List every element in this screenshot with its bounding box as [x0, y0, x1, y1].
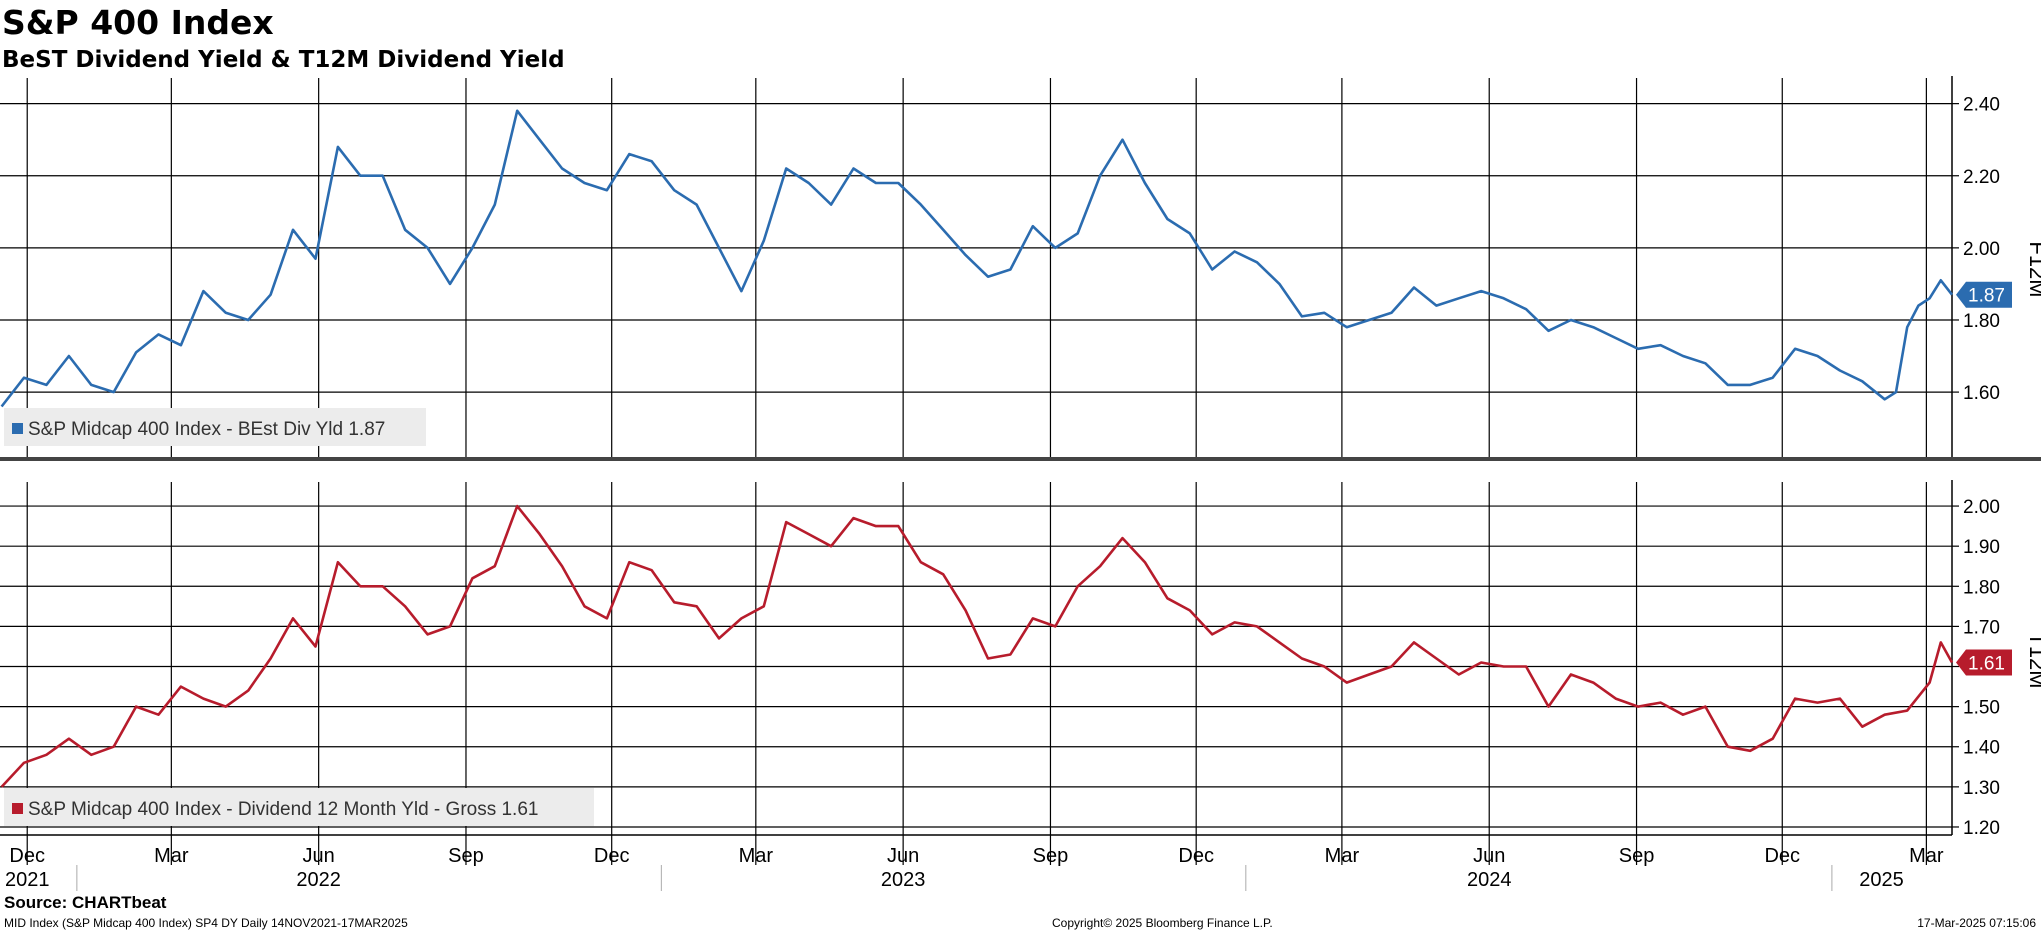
y-tick-label: 1.80: [1963, 311, 2000, 332]
right-axis-name: F12M: [2025, 241, 2041, 297]
x-month-label: Jun: [303, 845, 335, 867]
footer-index-info: MID Index (S&P Midcap 400 Index) SP4 DY …: [4, 916, 408, 930]
x-month-label: Dec: [9, 845, 45, 867]
legend-label: S&P Midcap 400 Index - BEst Div Yld 1.87: [28, 419, 385, 440]
last-value-label: 1.87: [1968, 286, 2005, 307]
x-month-label: Sep: [1033, 845, 1069, 867]
last-value-badge: [1956, 281, 2012, 308]
source-note: Source: CHARTbeat: [4, 893, 167, 912]
legend-swatch: [12, 423, 23, 434]
x-year-label: 2025: [1859, 869, 1904, 891]
chart-subtitle: BeST Dividend Yield & T12M Dividend Yiel…: [2, 47, 565, 73]
legend-label: S&P Midcap 400 Index - Dividend 12 Month…: [28, 799, 538, 820]
y-tick-label: 1.20: [1963, 818, 2000, 839]
right-axis-name: T12M: [2025, 632, 2041, 688]
y-tick-label: 2.00: [1963, 239, 2000, 260]
x-month-label: Mar: [154, 845, 189, 867]
last-value-label: 1.61: [1968, 654, 2005, 675]
y-tick-label: 1.60: [1963, 383, 2000, 404]
x-month-label: Dec: [594, 845, 630, 867]
x-month-label: Dec: [1764, 845, 1800, 867]
x-month-label: Sep: [1619, 845, 1655, 867]
x-year-label: 2024: [1467, 869, 1512, 891]
legend-box: [4, 788, 594, 826]
y-tick-label: 1.90: [1963, 537, 2000, 558]
footer-timestamp: 17-Mar-2025 07:15:06: [1917, 916, 2036, 930]
x-month-label: Dec: [1178, 845, 1214, 867]
best-div-yield-panel: 1.60 1.80 2.00 2.20 2.40 F12M 1.87 S&P Midcap 4…: [0, 76, 2041, 457]
x-year-label: 2022: [296, 869, 341, 891]
x-axis: Dec Mar Jun Sep Dec Mar Jun Sep Dec Mar Jun Sep Dec M…: [0, 834, 1952, 891]
y-tick-label: 2.20: [1963, 167, 2000, 188]
x-month-label: Jun: [1473, 845, 1505, 867]
x-month-label: Sep: [448, 845, 484, 867]
t12m-div-yield-panel: 1.201.301.401.501.601.701.801.902.00T12M…: [0, 480, 2041, 839]
series-line: [0, 109, 1954, 408]
y-tick-label: 1.30: [1963, 778, 2000, 799]
x-month-label: Mar: [1325, 845, 1360, 867]
legend-box: [4, 408, 426, 446]
x-month-label: Mar: [1909, 845, 1944, 867]
last-value-badge: [1956, 649, 2012, 676]
y-tick-label: 2.00: [1963, 497, 2000, 518]
series-line: [0, 504, 1954, 788]
footer-copyright: Copyright© 2025 Bloomberg Finance L.P.: [1052, 916, 1273, 930]
y-tick-label: 2.40: [1963, 95, 2000, 116]
y-tick-label: 1.70: [1963, 617, 2000, 638]
chart-title: S&P 400 Index: [2, 3, 274, 42]
x-month-label: Mar: [739, 845, 774, 867]
y-tick-label: 1.40: [1963, 738, 2000, 759]
x-month-label: Jun: [887, 845, 919, 867]
y-tick-label: 1.80: [1963, 577, 2000, 598]
x-year-label: 2021: [5, 869, 50, 891]
x-year-label: 2023: [881, 869, 926, 891]
legend-swatch: [12, 803, 23, 814]
y-tick-label: 1.50: [1963, 698, 2000, 719]
